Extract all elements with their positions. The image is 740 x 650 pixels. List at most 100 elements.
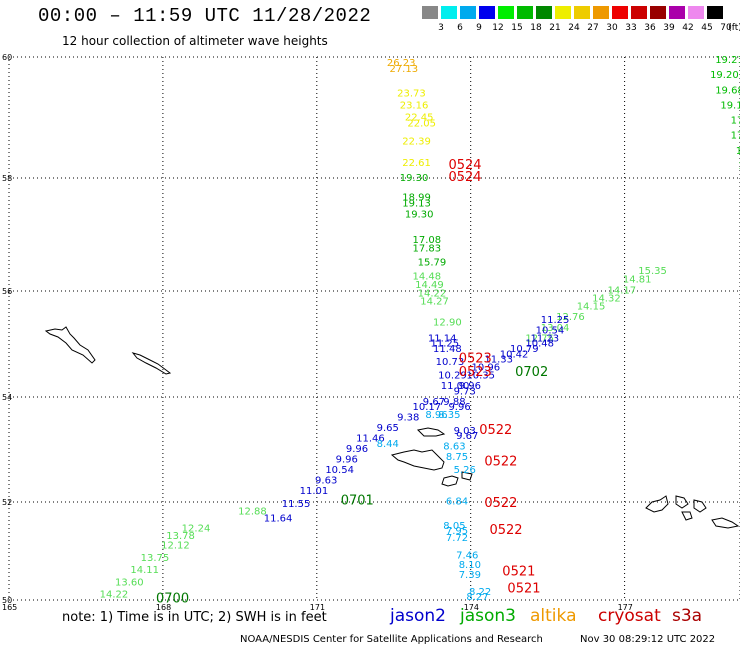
scale-swatch	[688, 6, 704, 19]
wave-height-value: 8.10	[459, 560, 481, 571]
satellite-name-jason2: jason2	[390, 606, 446, 626]
pass-time-label: 0522	[479, 423, 512, 438]
wave-height-value: 14.81	[623, 275, 652, 286]
pass-time-label: 0702	[515, 365, 548, 380]
wave-height-value: 8.05	[443, 521, 465, 532]
wave-height-value: 27.13	[389, 64, 418, 75]
scale-swatch	[441, 6, 457, 19]
satellite-name-altika: altika	[530, 606, 577, 626]
wave-height-value: 11.25	[430, 339, 459, 350]
wave-height-value: 22.05	[407, 119, 436, 130]
island-coastline	[44, 326, 96, 364]
island-coastline	[711, 517, 740, 529]
wave-height-value: 10.54	[325, 465, 354, 476]
wave-height-value: 10.73	[436, 357, 465, 368]
wave-height-value: 19.68	[715, 85, 740, 96]
pass-time-label: 0700	[156, 592, 189, 607]
wave-height-value: 13.60	[115, 577, 144, 588]
wave-height-value: 19.20	[710, 70, 739, 81]
wave-height-value: 11.14	[428, 333, 457, 344]
wave-height-value: 12.12	[161, 541, 190, 552]
scale-label: 30	[606, 23, 618, 33]
scale-label: 6	[457, 23, 463, 33]
wave-height-value: 11.48	[433, 344, 462, 355]
wave-height-value: 6.84	[446, 496, 468, 507]
wave-height-value: 9.96	[459, 381, 481, 392]
satellite-name-s3a: s3a	[672, 606, 703, 626]
wave-height-value: 11.55	[282, 499, 311, 510]
wave-height-value: 14.15	[577, 302, 606, 313]
wave-height-value: 8.63	[443, 442, 465, 453]
wave-height-value: 17.43	[731, 131, 740, 142]
map-title: 00:00 – 11:59 UTC 11/28/2022	[38, 5, 372, 27]
coastlines	[44, 326, 740, 529]
wave-height-value: 10.35	[466, 370, 495, 381]
wave-height-value: 7.39	[459, 570, 481, 581]
pass-time-label: 0522	[484, 496, 517, 511]
wave-height-value: 26.23	[387, 58, 416, 69]
wave-height-value: 9.67	[456, 431, 478, 442]
wave-height-value: 8.75	[446, 452, 468, 463]
scale-label: 45	[701, 23, 713, 33]
island-coastline	[390, 449, 445, 471]
scale-swatch	[536, 6, 552, 19]
wave-height-value: 13.04	[541, 323, 570, 334]
wave-height-value: 15.79	[418, 258, 447, 269]
wave-height-value: 19.30	[405, 210, 434, 221]
map-subtitle: 12 hour collection of altimeter wave hei…	[62, 34, 328, 48]
wave-height-value: 14.48	[413, 272, 442, 283]
credit-line: NOAA/NESDIS Center for Satellite Applica…	[240, 634, 543, 645]
wave-height-value: 14.32	[592, 294, 621, 305]
wave-height-value: 14.17	[607, 286, 636, 297]
island-coastline	[461, 471, 473, 481]
wave-height-value: 19.21	[715, 55, 740, 66]
scale-swatch	[517, 6, 533, 19]
wave-height-value: 8.27	[466, 592, 488, 603]
wave-height-value: 15.35	[638, 266, 667, 277]
wave-height-value: 10.17	[413, 402, 442, 413]
island-coastline	[441, 475, 459, 487]
scale-swatch	[707, 6, 723, 19]
satellite-name-cryosat: cryosat	[598, 606, 661, 626]
scale-label: 70	[720, 23, 732, 33]
wave-height-value: 11.33	[484, 355, 513, 366]
wave-height-value: 13.75	[141, 553, 170, 564]
map-frame	[8, 56, 740, 601]
scale-swatch	[593, 6, 609, 19]
generated-timestamp: Nov 30 08:29:12 UTC 2022	[580, 634, 716, 645]
wave-height-value: 17.83	[413, 243, 442, 254]
wave-height-value: 11.25	[541, 315, 570, 326]
units-note: note: 1) Time is in UTC; 2) SWH is in fe…	[62, 610, 327, 625]
pass-time-label: 0523	[459, 365, 492, 380]
wave-height-value: 13.78	[166, 531, 195, 542]
scale-swatch	[631, 6, 647, 19]
wave-height-value: 12.76	[556, 312, 585, 323]
wave-height-value: 22.61	[402, 158, 431, 169]
wave-height-value: 11.00	[441, 381, 470, 392]
wave-height-value: 12.90	[433, 317, 462, 328]
scale-label: 12	[492, 23, 504, 33]
wave-height-value: 7.46	[456, 550, 478, 561]
graticule-grid	[8, 56, 740, 601]
wave-height-value: 8.35	[438, 410, 460, 421]
pass-time-label: 0524	[448, 170, 481, 185]
scale-label: 3	[438, 23, 444, 33]
wave-height-value: 19.13	[402, 198, 431, 209]
wave-height-value: 23.73	[397, 88, 426, 99]
scale-label: 33	[625, 23, 637, 33]
scale-swatch	[498, 6, 514, 19]
scale-swatch	[574, 6, 590, 19]
wave-height-value: 9.03	[454, 426, 476, 437]
wave-height-value: 19.10	[720, 100, 740, 111]
island-coastline	[645, 495, 669, 513]
longitude-label: 168	[156, 603, 171, 612]
wave-height-value: 14.27	[420, 296, 449, 307]
scale-label: 42	[682, 23, 694, 33]
island-coastline	[675, 495, 689, 509]
wave-height-value: 23.16	[400, 100, 429, 111]
wave-height-value: 16.40	[738, 161, 740, 172]
wave-height-value: 17.08	[413, 235, 442, 246]
